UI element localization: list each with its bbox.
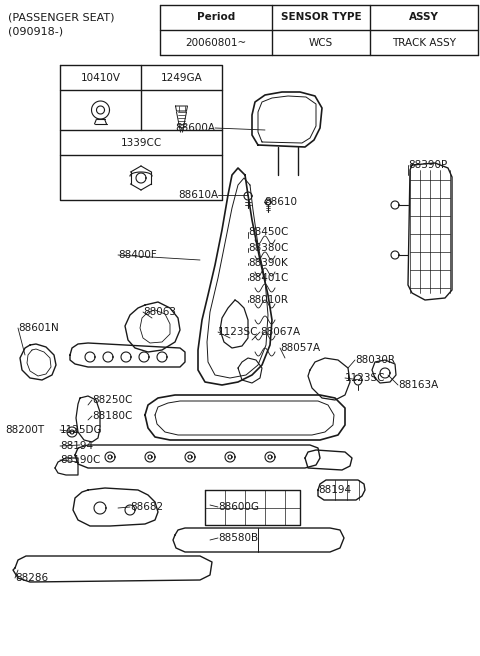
Text: 88194: 88194: [60, 441, 93, 451]
Text: 20060801~: 20060801~: [185, 37, 247, 47]
Text: 88063: 88063: [143, 307, 176, 317]
Text: 88380C: 88380C: [248, 243, 288, 253]
Text: 88067A: 88067A: [260, 327, 300, 337]
Text: Period: Period: [197, 12, 235, 22]
Text: (PASSENGER SEAT): (PASSENGER SEAT): [8, 12, 115, 22]
Text: 88610: 88610: [264, 197, 297, 207]
Text: 88400F: 88400F: [118, 250, 157, 260]
Text: TRACK ASSY: TRACK ASSY: [392, 37, 456, 47]
Text: 88600G: 88600G: [218, 502, 259, 512]
Text: 88030R: 88030R: [355, 355, 395, 365]
Text: 1123SC: 1123SC: [345, 373, 385, 383]
Text: 88194: 88194: [318, 485, 351, 495]
Text: 1125DG: 1125DG: [60, 425, 103, 435]
Text: 88200T: 88200T: [5, 425, 44, 435]
Text: 88190C: 88190C: [60, 455, 100, 465]
Text: ASSY: ASSY: [409, 12, 439, 22]
Text: 88180C: 88180C: [92, 411, 132, 421]
Text: 88390P: 88390P: [408, 160, 447, 170]
Text: 88010R: 88010R: [248, 295, 288, 305]
Text: 88163A: 88163A: [398, 380, 438, 390]
Text: 88057A: 88057A: [280, 343, 320, 353]
Text: 88390K: 88390K: [248, 258, 288, 268]
Text: 10410V: 10410V: [81, 73, 120, 83]
Text: 1123SC: 1123SC: [218, 327, 259, 337]
Text: 1339CC: 1339CC: [120, 138, 162, 148]
Text: WCS: WCS: [309, 37, 333, 47]
Text: 88450C: 88450C: [248, 227, 288, 237]
Text: 88401C: 88401C: [248, 273, 288, 283]
Text: 1249GA: 1249GA: [161, 73, 203, 83]
Text: 88601N: 88601N: [18, 323, 59, 333]
Text: 88600A: 88600A: [175, 123, 215, 133]
Text: SENSOR TYPE: SENSOR TYPE: [281, 12, 361, 22]
Text: 88682: 88682: [130, 502, 163, 512]
Text: (090918-): (090918-): [8, 26, 63, 36]
Text: 88286: 88286: [15, 573, 48, 583]
Text: 88250C: 88250C: [92, 395, 132, 405]
Text: 88610A: 88610A: [178, 190, 218, 200]
Text: 88580B: 88580B: [218, 533, 258, 543]
